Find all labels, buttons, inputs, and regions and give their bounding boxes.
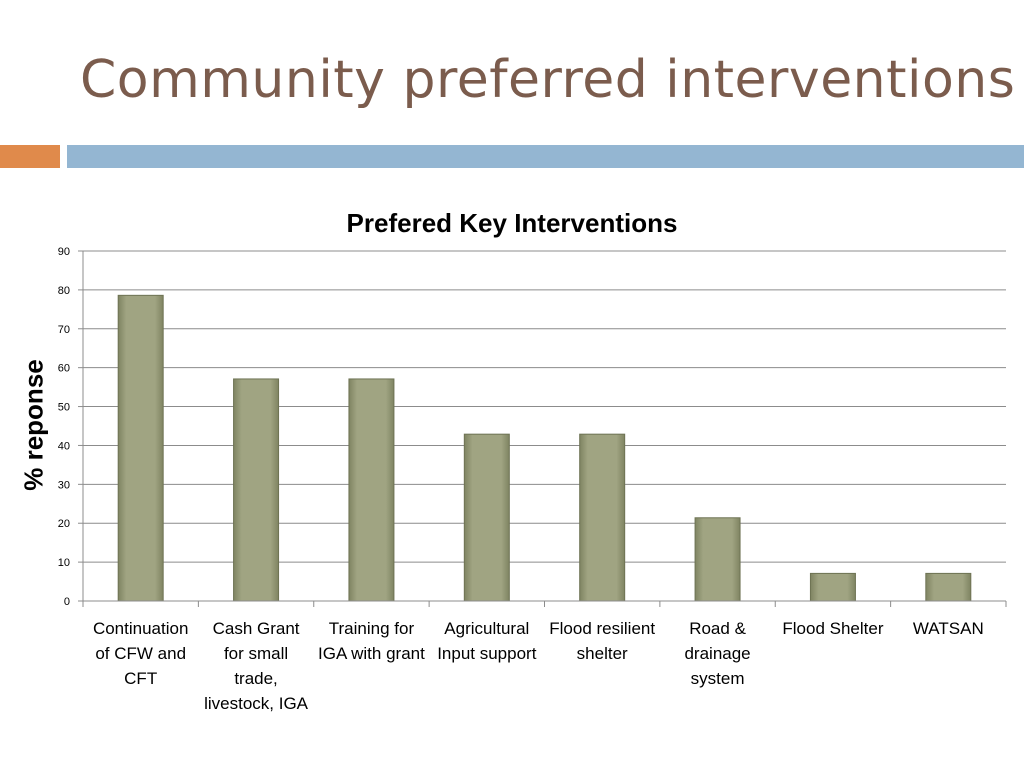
accent-bar-blue bbox=[67, 145, 1024, 168]
bars bbox=[117, 294, 972, 602]
y-tick-label: 30 bbox=[58, 479, 70, 491]
y-tick-label: 80 bbox=[58, 285, 70, 297]
x-category-label: WATSAN bbox=[912, 619, 984, 638]
y-tick-labels: 0 10 20 30 40 50 60 70 80 90 bbox=[58, 246, 83, 608]
gridlines bbox=[83, 250, 1006, 602]
x-category-label: Agricultural Input support bbox=[437, 619, 537, 663]
axes bbox=[82, 251, 1007, 607]
x-category-label: Training for IGA with grant bbox=[318, 619, 425, 663]
bar bbox=[463, 433, 510, 602]
y-tick-label: 90 bbox=[58, 246, 70, 258]
bar bbox=[117, 294, 164, 602]
y-tick-label: 60 bbox=[58, 363, 70, 375]
bar bbox=[348, 378, 395, 602]
bar bbox=[925, 572, 972, 602]
y-tick-label: 40 bbox=[58, 440, 70, 452]
accent-bar-orange bbox=[0, 145, 60, 168]
x-category-label: Continuation of CFW and CFT bbox=[92, 619, 189, 688]
x-category-label: Cash Grant for small trade, livestock, I… bbox=[204, 619, 309, 713]
x-category-label: Road & drainage system bbox=[684, 619, 751, 688]
x-category-label: Flood Shelter bbox=[782, 619, 884, 638]
y-tick-label: 20 bbox=[58, 518, 70, 530]
y-tick-label: 0 bbox=[64, 596, 70, 608]
bar bbox=[233, 378, 280, 602]
bar bbox=[579, 433, 626, 602]
y-tick-label: 50 bbox=[58, 402, 70, 414]
y-tick-label: 70 bbox=[58, 324, 70, 336]
x-category-label: Flood resilient shelter bbox=[549, 619, 656, 663]
chart-title: Prefered Key Interventions bbox=[346, 208, 678, 238]
y-tick-label: 10 bbox=[58, 557, 70, 569]
bar bbox=[809, 572, 856, 602]
slide-title: Community preferred interventions bbox=[80, 50, 1016, 110]
bar bbox=[694, 517, 741, 602]
